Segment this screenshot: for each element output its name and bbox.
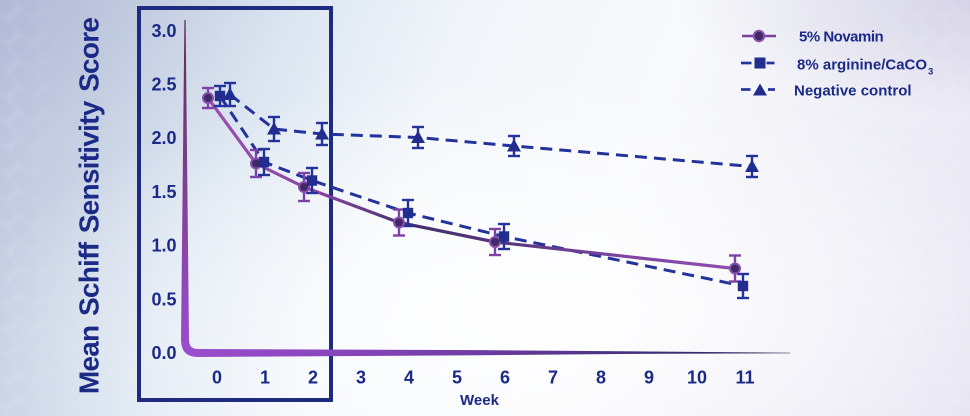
svg-text:6: 6 [500, 368, 510, 388]
svg-text:7: 7 [548, 368, 558, 388]
svg-text:Mean Schiff Sensitivity Score: Mean Schiff Sensitivity Score [74, 18, 105, 394]
svg-text:1.0: 1.0 [151, 236, 176, 256]
svg-text:4: 4 [404, 368, 414, 388]
svg-text:0.0: 0.0 [151, 343, 176, 363]
svg-text:3: 3 [356, 368, 366, 388]
svg-text:2.0: 2.0 [151, 128, 176, 148]
svg-text:1.5: 1.5 [151, 182, 176, 202]
svg-text:Week: Week [460, 392, 500, 409]
svg-text:3.0: 3.0 [151, 21, 176, 41]
svg-text:Negative control: Negative control [794, 82, 912, 99]
svg-text:8% arginine/CaCO3: 8% arginine/CaCO3 [797, 56, 933, 77]
svg-text:0.5: 0.5 [151, 289, 176, 309]
svg-text:8: 8 [596, 368, 606, 388]
svg-text:2: 2 [308, 368, 318, 388]
svg-text:5: 5 [452, 368, 462, 388]
svg-text:1: 1 [260, 368, 270, 388]
svg-text:11: 11 [735, 368, 754, 388]
svg-text:10: 10 [687, 368, 707, 388]
svg-text:2.5: 2.5 [151, 75, 176, 95]
svg-text:9: 9 [644, 368, 654, 388]
svg-text:5% Novamin: 5% Novamin [799, 28, 884, 45]
svg-text:0: 0 [212, 368, 222, 388]
